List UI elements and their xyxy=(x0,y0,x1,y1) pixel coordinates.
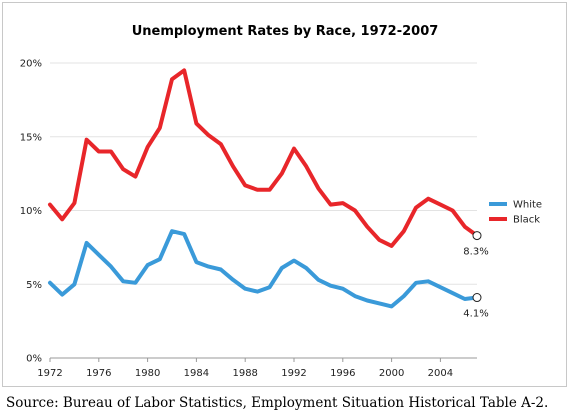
end-label-white: 4.1% xyxy=(463,309,488,320)
chart-frame: Unemployment Rates by Race, 1972-2007 0%… xyxy=(2,2,567,387)
x-tick-label-7: 2000 xyxy=(379,368,404,379)
end-marker-black xyxy=(472,231,482,241)
legend-label-white: White xyxy=(513,200,542,211)
legend-label-black: Black xyxy=(513,215,540,226)
series-lines xyxy=(48,68,479,309)
end-marker-white xyxy=(472,293,482,303)
x-tick-label-0: 1972 xyxy=(37,368,62,379)
x-tick-label-4: 1988 xyxy=(232,368,257,379)
x-axis-ticks: 1972 1976 1980 1984 1988 1992 1996 2000 2004 xyxy=(37,358,453,379)
x-tick-label-8: 2004 xyxy=(428,368,453,379)
y-axis-ticks: 0% 5% 10% 15% 20% xyxy=(20,59,42,365)
y-tick-label-2: 10% xyxy=(20,206,42,217)
x-tick-label-2: 1980 xyxy=(135,368,160,379)
series-line-white xyxy=(48,229,479,309)
end-label-black: 8.3% xyxy=(463,247,488,258)
x-tick-label-5: 1992 xyxy=(281,368,306,379)
x-tick-label-3: 1984 xyxy=(184,368,209,379)
legend: White Black xyxy=(489,200,542,226)
y-tick-label-1: 5% xyxy=(26,280,42,291)
y-tick-label-0: 0% xyxy=(26,354,42,365)
source-note: Source: Bureau of Labor Statistics, Empl… xyxy=(6,395,549,411)
chart-title: Unemployment Rates by Race, 1972-2007 xyxy=(132,24,439,39)
end-labels: 4.1% 8.3% xyxy=(463,231,489,320)
gridlines xyxy=(50,62,477,359)
series-line-black xyxy=(48,68,479,248)
y-tick-label-3: 15% xyxy=(20,132,42,143)
x-tick-label-6: 1996 xyxy=(330,368,355,379)
y-tick-label-4: 20% xyxy=(20,59,42,70)
x-tick-label-1: 1976 xyxy=(86,368,111,379)
chart-svg: Unemployment Rates by Race, 1972-2007 0%… xyxy=(20,24,542,379)
